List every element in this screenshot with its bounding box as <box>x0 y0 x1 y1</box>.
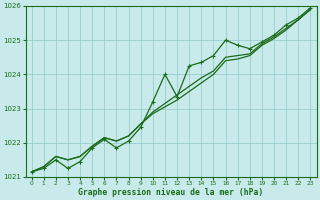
X-axis label: Graphe pression niveau de la mer (hPa): Graphe pression niveau de la mer (hPa) <box>78 188 264 197</box>
